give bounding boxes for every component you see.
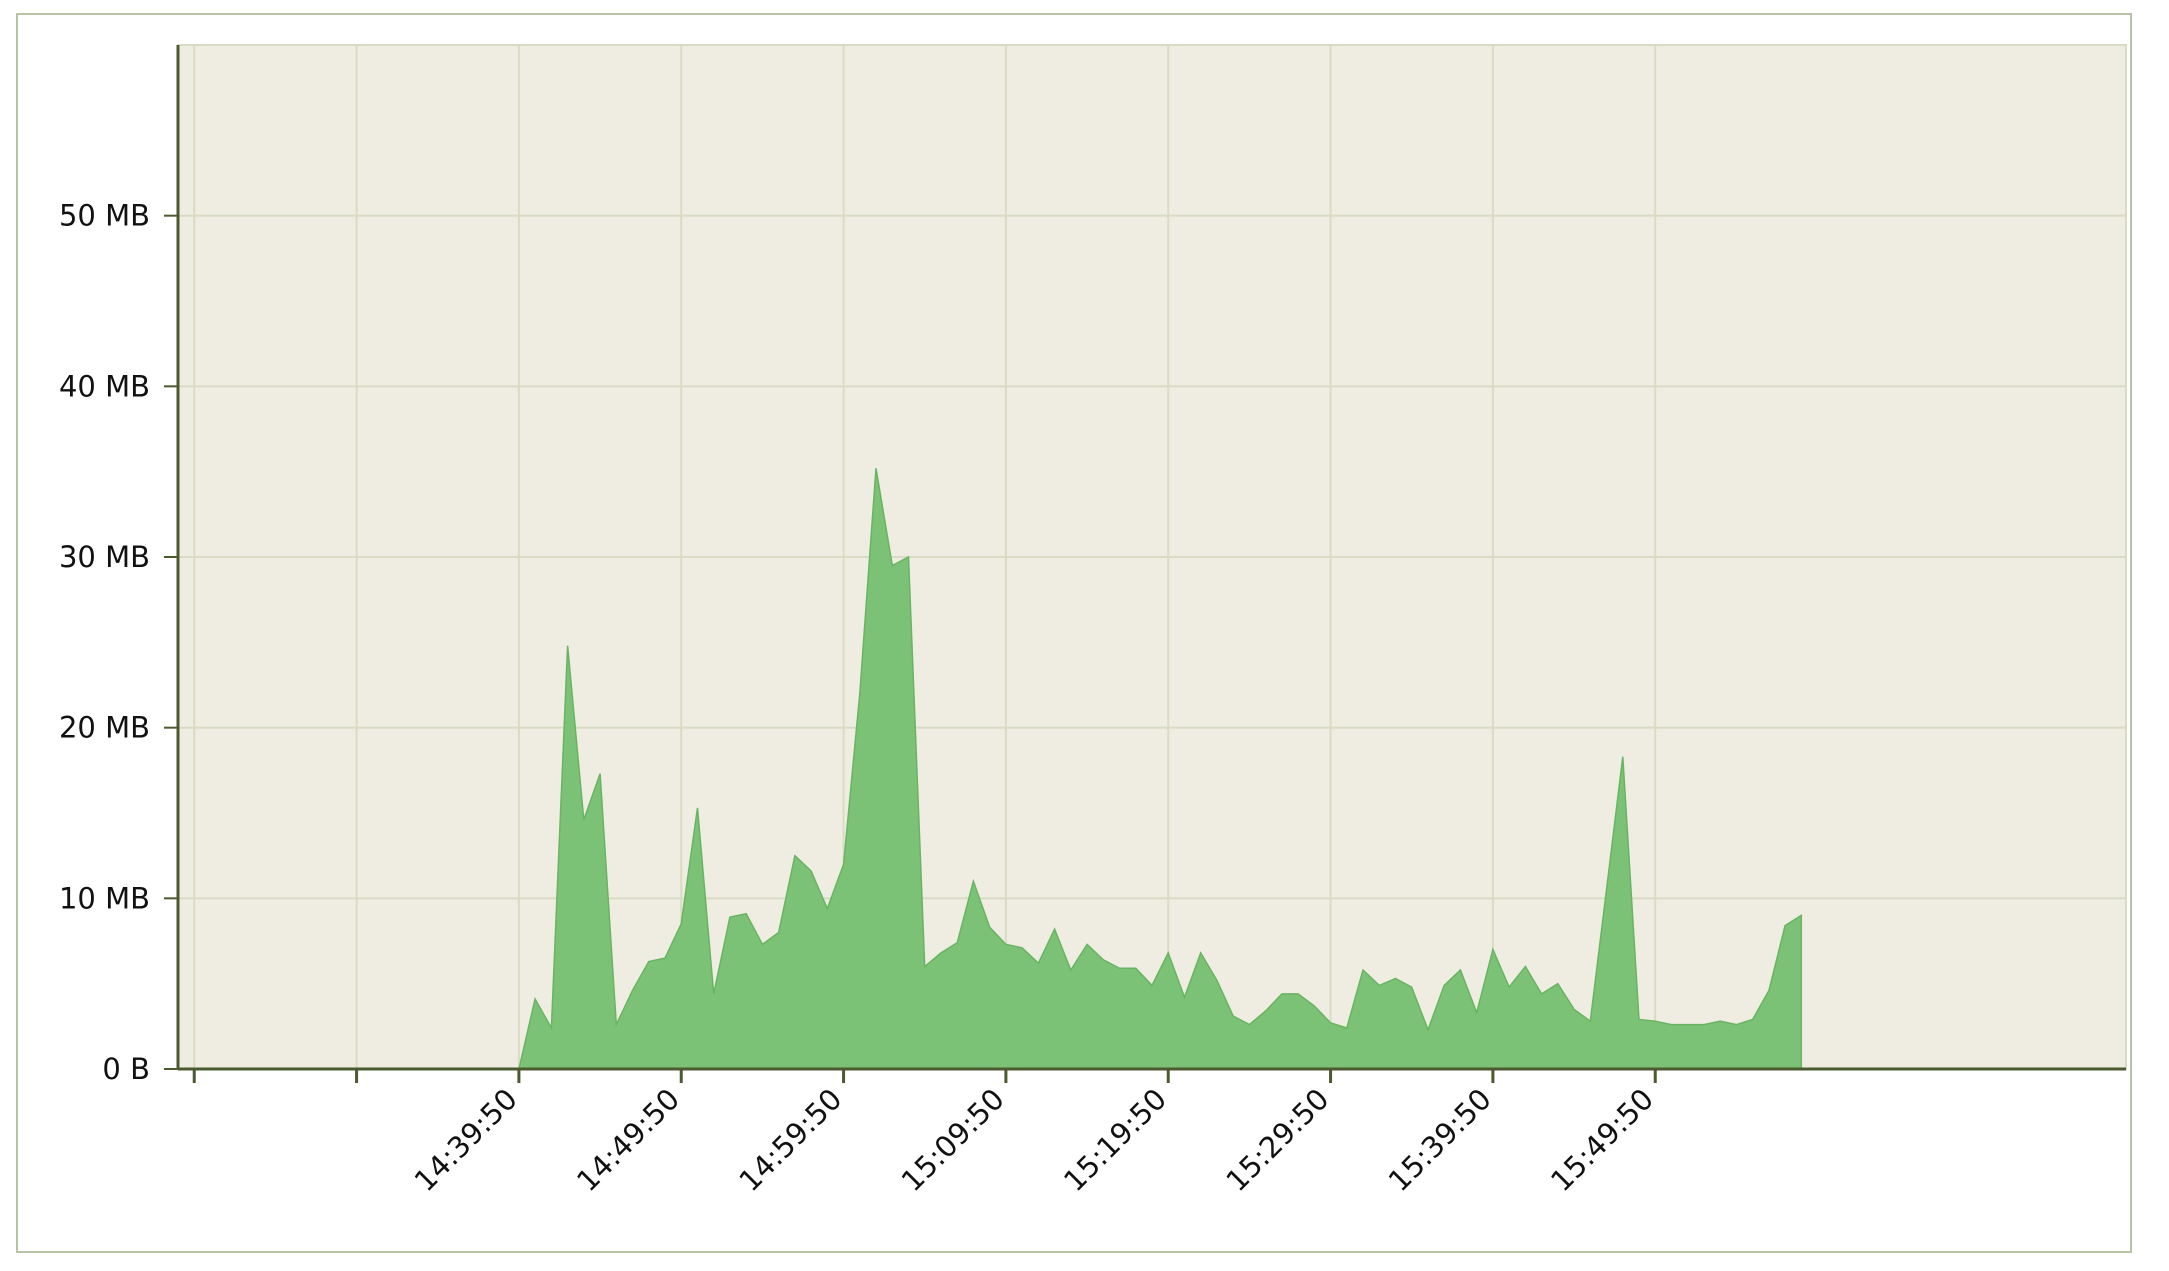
x-tick-labels: 14:39:50 14:49:50 14:59:50 15:09:50 15:19:50…: [408, 1082, 1660, 1198]
x-tick-label: 15:49:50: [1544, 1082, 1660, 1198]
grid: [178, 45, 2126, 1069]
y-tick-label: 20 MB: [59, 711, 150, 745]
x-tick-label: 15:29:50: [1219, 1082, 1335, 1198]
y-tick-label: 0 B: [102, 1052, 150, 1086]
y-tick-label: 30 MB: [59, 540, 150, 574]
x-tick-label: 15:09:50: [895, 1082, 1011, 1198]
axes: [164, 45, 2126, 1083]
x-tick-label: 15:19:50: [1057, 1082, 1173, 1198]
y-tick-label: 50 MB: [59, 199, 150, 233]
y-tick-label: 10 MB: [59, 881, 150, 915]
x-tick-label: 15:39:50: [1382, 1082, 1498, 1198]
series-area: [517, 468, 1803, 1070]
y-tick-label: 40 MB: [59, 369, 150, 403]
x-tick-label: 14:59:50: [732, 1082, 848, 1198]
area-series-0: [517, 468, 1803, 1070]
y-tick-labels: 0 B 10 MB 20 MB 30 MB 40 MB 50 MB: [59, 199, 150, 1086]
x-tick-label: 14:39:50: [408, 1082, 524, 1198]
x-tick-label: 14:49:50: [570, 1082, 686, 1198]
